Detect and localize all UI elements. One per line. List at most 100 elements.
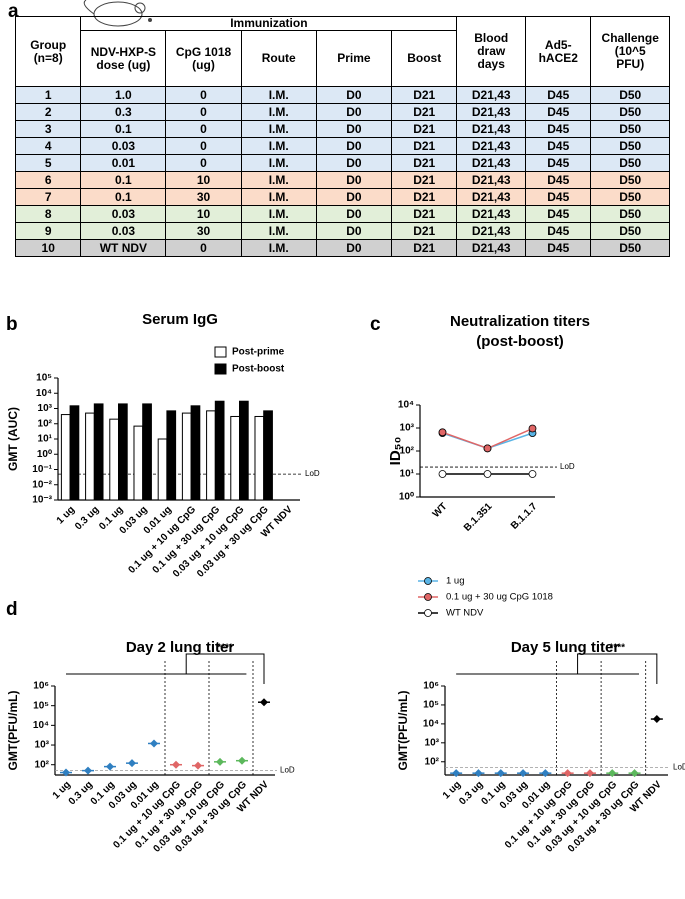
table-cell: D50	[590, 171, 670, 189]
point	[106, 762, 114, 771]
table-cell: 1	[14, 86, 82, 104]
point	[483, 444, 492, 453]
bar	[133, 425, 144, 501]
bar	[60, 414, 71, 501]
table-cell: D21,43	[456, 137, 527, 155]
table-cell: D45	[525, 120, 592, 138]
table-cell: 0.1	[80, 188, 167, 206]
table-cell: D0	[315, 171, 393, 189]
point	[150, 739, 158, 748]
table-cell: D50	[590, 205, 670, 223]
y-tick-label: 10⁻²	[32, 479, 52, 490]
bar	[230, 415, 240, 501]
table-cell: D45	[525, 137, 592, 155]
table-cell: 0	[165, 239, 242, 257]
table-cell: 8	[14, 205, 82, 223]
header-cell: Immunization	[80, 16, 458, 31]
bar	[206, 410, 216, 501]
table-row: 3 0.1 0 I.M. D0 D21 D21,43 D45 D50	[14, 120, 670, 138]
table-row: 6 0.1 10 I.M. D0 D21 D21,43 D45 D50	[14, 171, 670, 189]
table-cell: D21,43	[456, 205, 527, 223]
header-cell: CpG 1018 (ug)	[165, 30, 242, 87]
table-row: 1 1.0 0 I.M. D0 D21 D21,43 D45 D50	[14, 86, 670, 104]
table-row: 5 0.01 0 I.M. D0 D21 D21,43 D45 D50	[14, 154, 670, 172]
y-tick-label: 10⁴	[423, 719, 439, 730]
y-tick-label: 10³	[425, 737, 440, 748]
legend-label: 1 ug	[446, 576, 465, 587]
table-cell: 3	[14, 120, 82, 138]
table-cell: D21,43	[456, 188, 527, 206]
y-tick-label: 10⁻³	[32, 495, 52, 506]
table-cell: D0	[315, 103, 393, 121]
point	[563, 769, 572, 778]
chart-title: Serum IgG	[142, 311, 218, 328]
table-cell: 0.03	[80, 137, 167, 155]
header-cell: Prime	[315, 30, 393, 87]
legend-label: WT NDV	[446, 608, 484, 619]
y-tick-label: 10⁶	[33, 681, 49, 692]
table-cell: 0	[165, 120, 242, 138]
header-cell: Ad5- hACE2	[525, 16, 592, 87]
table-cell: D45	[525, 205, 592, 223]
table-cell: 0.1	[80, 120, 167, 138]
y-tick-label: 10⁵	[36, 373, 52, 384]
y-tick-label: 10⁴	[33, 720, 49, 731]
table-cell: D21,43	[456, 239, 527, 257]
panel-label: a	[8, 1, 19, 22]
table-cell: D50	[590, 239, 670, 257]
y-tick-label: 10⁶	[423, 681, 439, 692]
bar	[190, 405, 201, 501]
table-cell: I.M.	[240, 205, 317, 223]
table-cell: D0	[315, 154, 393, 172]
y-tick-label: 10⁰	[37, 449, 52, 460]
table-cell: 9	[14, 222, 82, 240]
table-cell: I.M.	[240, 154, 317, 172]
y-tick-label: 10³	[38, 403, 53, 414]
table-cell: WT NDV	[80, 239, 167, 257]
y-axis-label: GMT(PFU/mL)	[396, 691, 410, 771]
y-tick-label: 10²	[400, 446, 415, 457]
table-cell: 5	[14, 154, 82, 172]
chart-title: Day 2 lung titer	[126, 639, 235, 656]
table-row: 7 0.1 30 I.M. D0 D21 D21,43 D45 D50	[14, 188, 670, 206]
study-table: Group (n=8) Immunization Blood draw days…	[14, 16, 670, 257]
table-cell: D50	[590, 188, 670, 206]
bar	[214, 400, 225, 501]
y-tick-label: 10³	[35, 740, 50, 751]
y-axis-label: ID₅₀	[387, 437, 404, 466]
table-cell: D21	[391, 103, 458, 121]
table-cell: 0.01	[80, 154, 167, 172]
lod-label: LoD	[305, 469, 320, 478]
table-cell: 10	[165, 171, 242, 189]
table-cell: D45	[525, 86, 592, 104]
point	[474, 769, 483, 778]
table-cell: D0	[315, 188, 393, 206]
bar	[239, 400, 249, 501]
y-tick-label: 10³	[400, 423, 415, 434]
significance-label: ****	[609, 643, 625, 654]
point	[128, 759, 136, 768]
header-cell: Route	[240, 30, 317, 87]
bar	[109, 418, 120, 501]
y-axis-label: GMT (AUC)	[6, 407, 20, 471]
y-tick-label: 10⁴	[36, 388, 52, 399]
point	[238, 756, 246, 765]
x-tick-label: 0.3 ug	[457, 779, 485, 807]
header-cell: Blood draw days	[456, 16, 527, 87]
table-cell: 0	[165, 137, 242, 155]
table-cell: D50	[590, 103, 670, 121]
bar	[85, 412, 95, 501]
y-tick-label: 10²	[35, 759, 50, 770]
table-row: 2 0.3 0 I.M. D0 D21 D21,43 D45 D50	[14, 103, 670, 121]
point	[608, 769, 617, 778]
bar	[166, 410, 177, 501]
bar	[93, 403, 104, 501]
y-tick-label: 10⁴	[398, 400, 414, 411]
table-cell: D45	[525, 154, 592, 172]
bar	[263, 410, 273, 501]
point	[216, 757, 224, 766]
legend-label: 0.1 ug + 30 ug CpG 1018	[446, 592, 553, 603]
point	[452, 769, 461, 778]
